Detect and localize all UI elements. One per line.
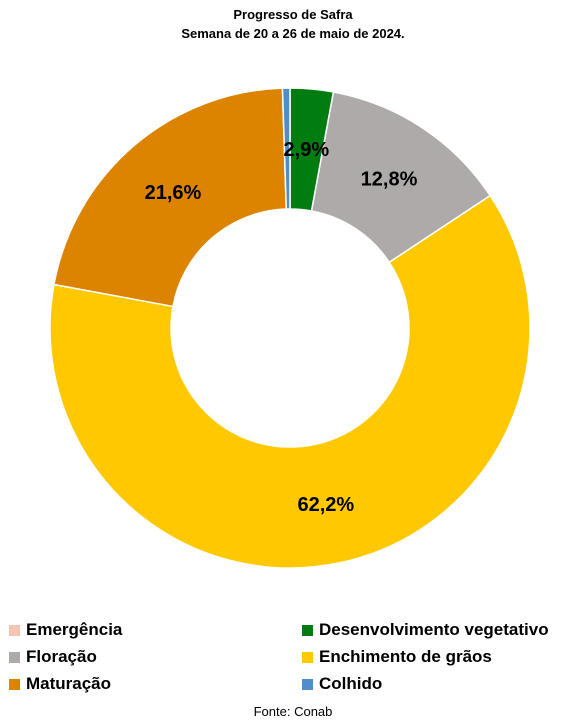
source-note: Fonte: Conab (253, 704, 333, 719)
legend-swatch (9, 624, 20, 636)
legend-swatch (302, 678, 313, 690)
slice-6 (281, 87, 291, 210)
legend-label: Desenvolvimento vegetativo (319, 620, 549, 639)
legend-label: Emergência (26, 620, 123, 639)
slice-4 (49, 194, 531, 569)
legend-item-floracao: Floração (9, 647, 97, 667)
chart-title: Progresso de Safra (233, 7, 353, 22)
slice-5 (53, 87, 288, 308)
legend-item-colhido: Colhido (302, 674, 382, 694)
legend-swatch (302, 624, 313, 636)
legend-item-desenvolvimento-vegetativo: Desenvolvimento vegetativo (302, 620, 549, 640)
data-label-5: 21,6% (145, 182, 202, 204)
data-label-3: 12,8% (361, 168, 418, 190)
data-label-2: 2,9% (284, 139, 330, 161)
legend-swatch (9, 651, 20, 663)
legend-label: Colhido (319, 674, 383, 693)
legend-label: Maturação (26, 674, 112, 693)
legend-label: Floração (26, 647, 97, 666)
donut-chart: 2,9% 12,8% 62,2% 21,6% (49, 87, 531, 569)
legend-swatch (9, 678, 20, 690)
legend-item-emergencia: Emergência (9, 620, 122, 640)
legend-swatch (302, 651, 313, 663)
data-label-4: 62,2% (297, 494, 354, 516)
legend-item-enchimento-de-graos: Enchimento de grãos (302, 647, 492, 667)
legend-label: Enchimento de grãos (319, 647, 492, 666)
legend-item-maturacao: Maturação (9, 674, 111, 694)
chart-subtitle: Semana de 20 a 26 de maio de 2024. (181, 26, 405, 41)
